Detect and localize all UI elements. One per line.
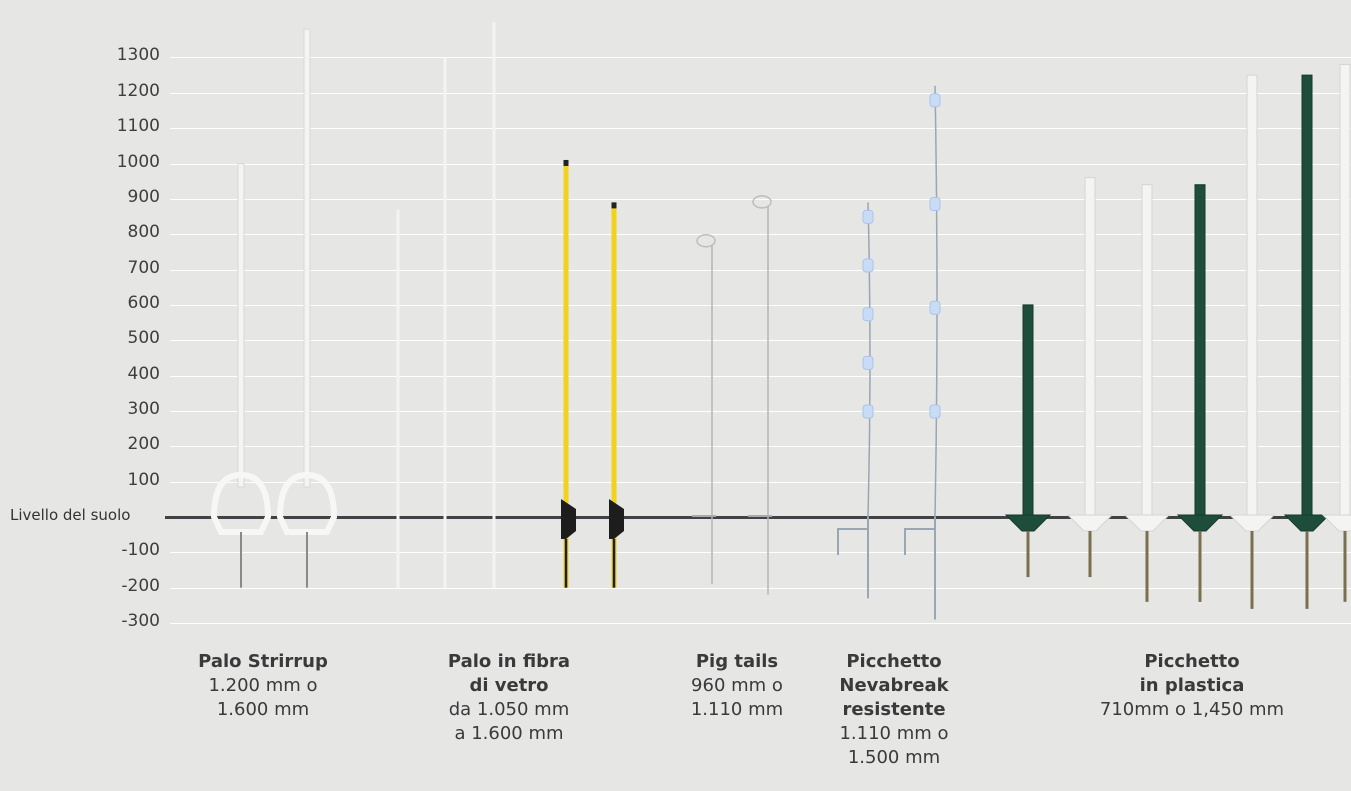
tick-label: 200 — [127, 434, 160, 454]
grid-line — [170, 411, 1351, 412]
grid-line — [170, 199, 1351, 200]
ground-line — [165, 516, 1351, 519]
tick-label: 700 — [127, 258, 160, 278]
tick-label: -200 — [121, 576, 160, 596]
caption-title: in plastica — [1139, 675, 1245, 696]
caption-title: Picchetto — [846, 651, 942, 672]
caption-spec: 710mm o 1,450 mm — [1099, 699, 1285, 720]
caption-title: di vetro — [469, 675, 549, 696]
post-caption: Palo in fibra di vetro da 1.050 mm a 1.600 … — [399, 650, 619, 746]
caption-title: Palo in fibra — [447, 651, 571, 672]
grid-line — [170, 305, 1351, 306]
caption-spec: 1.110 mm o — [839, 723, 949, 744]
caption-spec: 1.600 mm — [216, 699, 310, 720]
caption-spec: a 1.600 mm — [454, 723, 564, 744]
plastic-post — [1123, 184, 1171, 602]
caption-title: Picchetto — [1144, 651, 1240, 672]
post-caption: Picchetto Nevabreak resistente 1.110 mm o 1.… — [784, 650, 1004, 770]
grid-line — [170, 57, 1351, 58]
grid-line — [170, 552, 1351, 553]
grid-line — [170, 234, 1351, 235]
tick-label: 100 — [127, 470, 160, 490]
rod-post — [396, 209, 400, 588]
grid-line — [170, 482, 1351, 483]
caption-title: resistente — [842, 699, 946, 720]
tick-label: 500 — [127, 328, 160, 348]
tick-label: 1100 — [116, 116, 160, 136]
caption-spec: 1.110 mm — [690, 699, 784, 720]
grid-line — [170, 340, 1351, 341]
grid-line — [170, 446, 1351, 447]
plastic-post — [1321, 64, 1351, 602]
plastic-post — [1228, 74, 1276, 609]
grid-line — [170, 164, 1351, 165]
tick-label: 300 — [127, 399, 160, 419]
post-caption: Palo Strirrup 1.200 mm o 1.600 mm — [153, 650, 373, 722]
tick-label: 1300 — [116, 45, 160, 65]
yellow-post — [609, 202, 624, 588]
grid-line — [170, 588, 1351, 589]
plastic-post — [1283, 74, 1331, 609]
tick-label: -100 — [121, 540, 160, 560]
grid-line — [170, 93, 1351, 94]
grid-line — [170, 376, 1351, 377]
caption-title: Nevabreak — [839, 675, 949, 696]
caption-title: Palo Strirrup — [198, 651, 328, 672]
plastic-post — [1004, 304, 1052, 578]
ground-level-label: Livello del suolo — [10, 506, 131, 524]
stirrup-post — [210, 163, 272, 588]
tick-label: 1200 — [116, 81, 160, 101]
caption-spec: 960 mm o — [691, 675, 783, 696]
caption-title: Pig tails — [695, 651, 779, 672]
post-caption: Picchetto in plastica 710mm o 1,450 mm — [1082, 650, 1302, 722]
rod-post — [492, 22, 496, 588]
plastic-post — [1066, 177, 1114, 578]
nevabreak-post — [904, 85, 941, 620]
tick-label: 800 — [127, 222, 160, 242]
caption-spec: da 1.050 mm — [448, 699, 570, 720]
tick-label: 900 — [127, 187, 160, 207]
nevabreak-post — [837, 202, 874, 599]
tick-label: 1000 — [116, 152, 160, 172]
plastic-post — [1176, 184, 1224, 602]
post-caption: Pig tails 960 mm o 1.110 mm — [627, 650, 847, 722]
pigtail-post — [692, 234, 716, 585]
tick-label: 400 — [127, 364, 160, 384]
grid-line — [170, 270, 1351, 271]
caption-spec: 1.200 mm o — [208, 675, 318, 696]
stirrup-post — [276, 28, 338, 588]
grid-line — [170, 128, 1351, 129]
tick-label: -300 — [121, 611, 160, 631]
yellow-post — [561, 159, 576, 588]
rod-post — [443, 57, 447, 588]
pigtail-post — [748, 195, 772, 595]
caption-spec: 1.500 mm — [847, 747, 941, 768]
grid-line — [170, 623, 1351, 624]
tick-label: 600 — [127, 293, 160, 313]
